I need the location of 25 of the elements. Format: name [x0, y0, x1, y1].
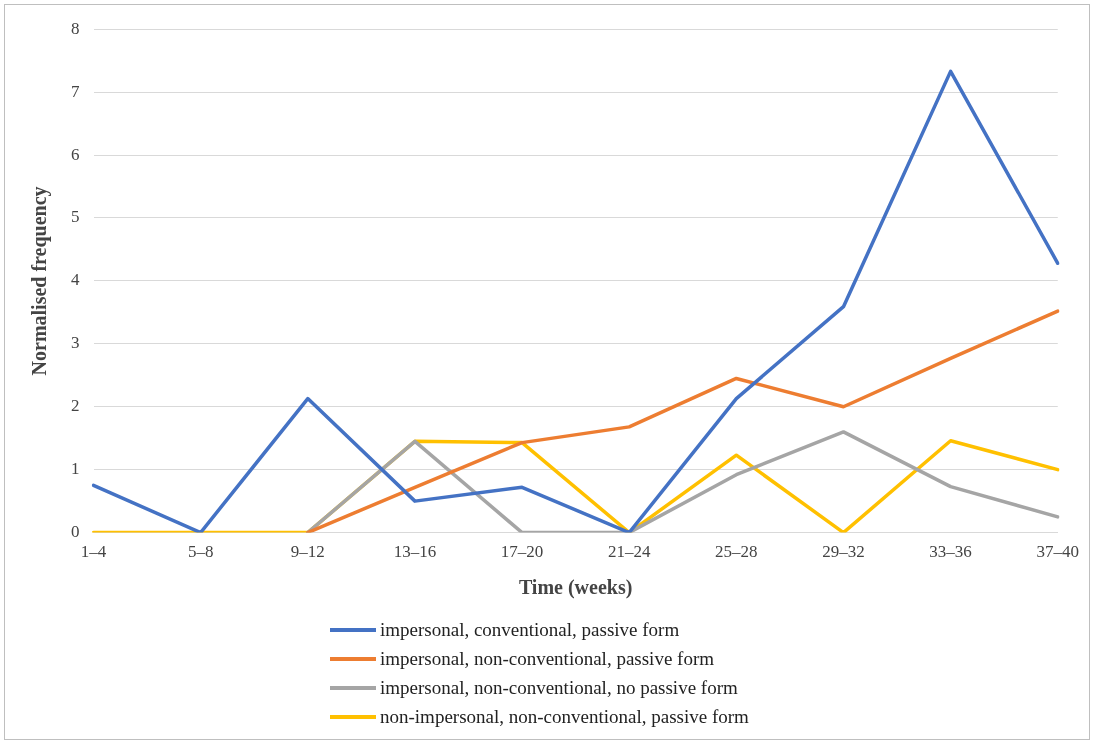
y-tick-label: 7 — [71, 81, 80, 101]
x-tick-label: 33–36 — [929, 542, 972, 562]
y-tick-label: 4 — [71, 270, 80, 290]
y-axis-title: Normalised frequency — [28, 186, 52, 376]
x-tick-label: 5–8 — [187, 542, 214, 562]
legend-label: impersonal, conventional, passive form — [380, 618, 680, 641]
legend-label: impersonal, non-conventional, passive form — [380, 647, 715, 670]
y-tick-label: 5 — [71, 207, 80, 227]
legend-label: impersonal, non-conventional, no passive form — [380, 676, 738, 699]
x-tick-label: 9–12 — [290, 542, 325, 562]
y-tick-label: 3 — [71, 333, 80, 353]
legend-label: non-impersonal, non-conventional, passive form — [380, 705, 749, 728]
x-tick-label: 29–32 — [822, 542, 865, 562]
y-tick-label: 2 — [71, 396, 80, 416]
x-tick-label: 21–24 — [607, 542, 651, 562]
x-tick-label: 1–4 — [80, 542, 107, 562]
x-axis-title: Time (weeks) — [518, 576, 633, 600]
x-tick-label: 37–40 — [1036, 542, 1079, 562]
y-tick-label: 6 — [71, 144, 80, 164]
y-tick-label: 0 — [71, 522, 80, 542]
x-tick-label: 17–20 — [500, 542, 544, 562]
y-tick-label: 8 — [71, 18, 80, 38]
y-tick-label: 1 — [71, 459, 80, 479]
x-tick-label: 25–28 — [715, 542, 758, 562]
x-tick-label: 13–16 — [393, 542, 437, 562]
